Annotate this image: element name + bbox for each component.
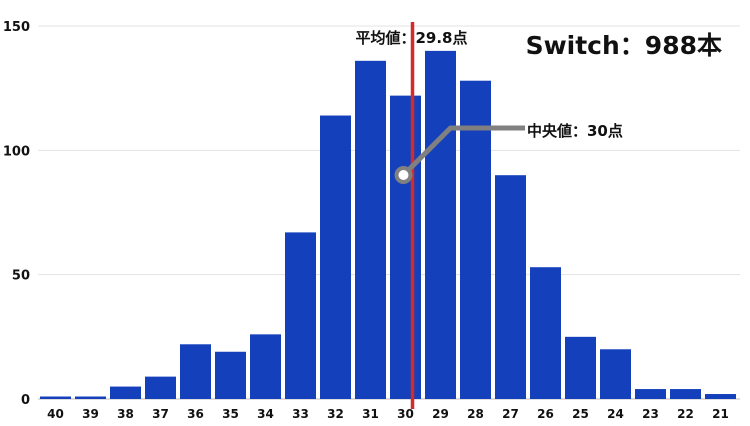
bar-31 [355, 60, 386, 400]
bar-37 [145, 376, 176, 399]
bar-28 [460, 80, 491, 399]
x-tick-label: 30 [397, 407, 414, 421]
y-tick-label: 150 [3, 20, 30, 35]
x-tick-label: 23 [642, 407, 659, 421]
y-tick-label: 50 [12, 269, 30, 284]
bars [40, 50, 736, 400]
bar-23 [635, 389, 666, 399]
bar-40 [40, 396, 71, 399]
x-tick-label: 27 [502, 407, 519, 421]
x-axis-ticks: 40 39 38 37 36 35 34 33 32 31 30 29 28 27 26 25 24 23 22 21 [47, 407, 729, 421]
x-tick-label: 32 [327, 407, 344, 421]
x-tick-label: 29 [432, 407, 449, 421]
x-tick-label: 31 [362, 407, 379, 421]
x-tick-label: 34 [257, 407, 274, 421]
bar-34 [250, 334, 281, 399]
bar-33 [285, 232, 316, 399]
x-tick-label: 40 [47, 407, 64, 421]
x-tick-label: 39 [82, 407, 99, 421]
median-pointer [401, 125, 525, 177]
x-tick-label: 22 [677, 407, 694, 421]
x-tick-label: 35 [222, 407, 239, 421]
y-axis-ticks: 0 50 100 150 [3, 20, 30, 408]
bar-24 [600, 349, 631, 399]
x-tick-label: 25 [572, 407, 589, 421]
bar-38 [110, 386, 141, 399]
bar-21 [705, 394, 736, 399]
median-marker [394, 166, 413, 184]
x-tick-label: 37 [152, 407, 169, 421]
y-tick-label: 100 [3, 144, 30, 159]
x-tick-label: 28 [467, 407, 484, 421]
bar-26 [530, 267, 561, 399]
bar-29 [425, 50, 456, 399]
x-tick-label: 33 [292, 407, 309, 421]
bar-27 [495, 175, 526, 399]
bar-32 [320, 115, 351, 400]
y-tick-label: 0 [21, 393, 30, 408]
bar-36 [180, 344, 211, 399]
chart-title: Switch：988本 [526, 31, 722, 60]
bar-22 [670, 389, 701, 399]
x-tick-label: 24 [607, 407, 624, 421]
bar-30 [390, 95, 421, 400]
bar-39 [75, 396, 106, 399]
x-tick-label: 38 [117, 407, 134, 421]
x-tick-label: 36 [187, 407, 204, 421]
x-tick-label: 21 [712, 407, 729, 421]
median-label: 中央値：30点 [527, 122, 623, 140]
bar-35 [215, 351, 246, 399]
mean-label: 平均値：29.8点 [355, 29, 467, 47]
gridlines [38, 25, 740, 400]
x-tick-label: 26 [537, 407, 554, 421]
bar-25 [565, 336, 596, 399]
